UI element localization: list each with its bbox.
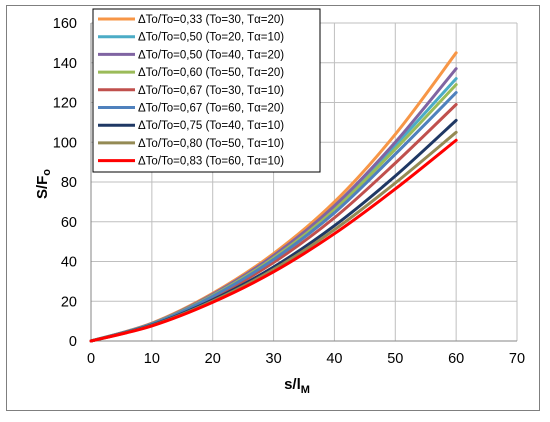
y-tick-label: 140	[53, 56, 77, 72]
series-lines	[89, 51, 458, 343]
plot-area	[90, 23, 517, 342]
x-tick-label: 30	[266, 351, 282, 367]
y-axis-title: S/Fo	[34, 169, 53, 199]
chart-frame: 0 20 40 60 80 100 120 140 160 0 10 20 30 40 50 60 70 S/…	[6, 5, 540, 411]
x-tick-label: 60	[448, 351, 464, 367]
series-line-9	[89, 138, 458, 343]
legend-label: ΔTo/To=0,60 (To=50, Tα=20)	[138, 67, 284, 79]
y-tick-label: 80	[61, 175, 77, 191]
y-tick-label: 60	[61, 215, 77, 231]
x-tick-label: 10	[144, 351, 160, 367]
x-tick-label: 0	[87, 351, 95, 367]
x-tick-label: 40	[326, 351, 342, 367]
x-tick-label: 70	[509, 351, 525, 367]
y-tick-label: 40	[61, 255, 77, 271]
legend-label: ΔTo/To=0,67 (To=30, Tα=10)	[138, 85, 284, 97]
legend-label: ΔTo/To=0,50 (To=40, Tα=20)	[138, 49, 284, 61]
legend-label: ΔTo/To=0,50 (To=20, Tα=10)	[138, 32, 284, 44]
y-tick-label: 160	[53, 16, 77, 32]
legend-label: ΔTo/To=0,80 (To=50, Tα=10)	[138, 138, 284, 150]
x-axis-title: s/lM	[284, 376, 310, 396]
y-tick-labels: 0 20 40 60 80 100 120 140 160	[53, 16, 77, 350]
x-tick-label: 20	[205, 351, 221, 367]
chart: 0 20 40 60 80 100 120 140 160 0 10 20 30 40 50 60 70 S/…	[34, 8, 525, 396]
legend-label: ΔTo/To=0,75 (To=40, Tα=10)	[138, 120, 284, 132]
legend-label: ΔTo/To=0,33 (To=30, Tα=20)	[138, 14, 284, 26]
x-tick-labels: 0 10 20 30 40 50 60 70	[87, 351, 525, 367]
y-tick-label: 100	[53, 135, 77, 151]
y-tick-label: 20	[61, 294, 77, 310]
x-tick-label: 50	[387, 351, 403, 367]
y-tick-label: 120	[53, 96, 77, 112]
legend-label: ΔTo/To=0,67 (To=60, Tα=20)	[138, 103, 284, 115]
y-tick-label: 0	[69, 334, 77, 350]
legend-label: ΔTo/To=0,83 (To=60, Tα=10)	[138, 156, 284, 168]
legend: ΔTo/To=0,33 (To=30, Tα=20) ΔTo/To=0,50 (T…	[92, 8, 321, 173]
